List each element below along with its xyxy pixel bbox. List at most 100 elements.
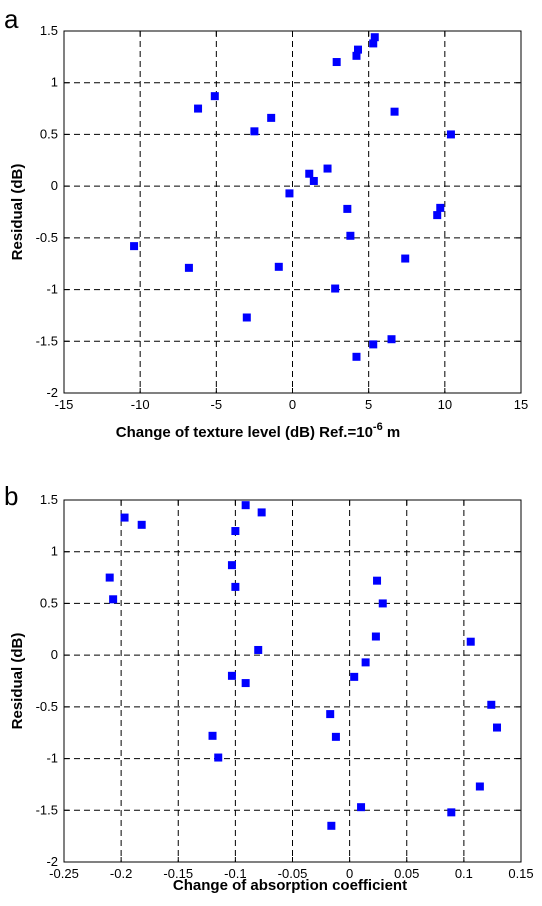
y-tick-label-a: -1.5 (36, 333, 58, 348)
y-tick-label-b: -2 (46, 854, 58, 869)
data-point-b (231, 582, 240, 591)
x-tick-label-b: -0.25 (49, 866, 79, 881)
data-point-b (371, 632, 380, 641)
x-tick-labels-a: -15 -10 -5 0 5 10 15 (55, 31, 528, 412)
y-tick-label-a: 0.5 (40, 126, 58, 141)
data-point-a (354, 45, 363, 54)
data-point-b (241, 679, 250, 688)
x-tick-labels-b: -0.25 -0.2 -0.15 -0.1 -0.05 0 0.05 0.1 0.15 (49, 500, 534, 881)
data-point-a (267, 113, 276, 122)
data-point-b (208, 731, 217, 740)
data-point-b (493, 723, 502, 732)
data-point-a (346, 231, 355, 240)
data-point-a (401, 254, 410, 263)
data-point-a (285, 189, 294, 198)
y-tick-label-a: -1 (46, 282, 58, 297)
x-tick-label-b: -0.2 (110, 866, 132, 881)
data-point-b (254, 645, 263, 654)
data-point-a (309, 176, 318, 185)
data-point-a (331, 284, 340, 293)
y-tick-label-b: 0.5 (40, 595, 58, 610)
x-tick-label-a: 5 (365, 397, 372, 412)
panel-label-a: a (4, 4, 19, 34)
x-tick-label-a: -5 (211, 397, 223, 412)
data-point-b (447, 808, 456, 817)
data-point-a (390, 107, 399, 116)
data-point-b (373, 576, 382, 585)
y-tick-labels-b: -2 -1.5 -1 -0.5 0 0.5 1 1.5 (36, 492, 521, 869)
y-tick-label-b: 1.5 (40, 492, 58, 507)
x-tick-label-b: 0.15 (508, 866, 533, 881)
data-point-b (120, 513, 129, 522)
data-point-a (184, 263, 193, 272)
data-point-a (305, 169, 314, 178)
x-tick-label-a: 10 (438, 397, 452, 412)
data-point-a (250, 127, 259, 136)
y-tick-label-a: 1.5 (40, 23, 58, 38)
data-point-b (241, 501, 250, 510)
data-point-b (327, 821, 336, 830)
data-point-b (466, 637, 475, 646)
x-tick-label-b: -0.05 (278, 866, 308, 881)
y-tick-label-a: 0 (51, 178, 58, 193)
data-point-b (357, 803, 366, 812)
data-point-b (227, 561, 236, 570)
scatter-panel-a: a -15 -10 -5 0 5 10 15 -2 -1.5 -1 -0.5 0 0.5 1 1.5 Ch… (4, 4, 528, 441)
data-point-a (369, 39, 378, 48)
y-tick-label-b: -1 (46, 751, 58, 766)
y-axis-label-b: Residual (dB) (9, 633, 26, 730)
data-point-b (231, 527, 240, 536)
x-axis-label-b: Change of absorption coefficient (173, 877, 407, 894)
x-tick-label-b: 0.05 (394, 866, 419, 881)
data-point-b (214, 753, 223, 762)
y-tick-label-b: 1 (51, 544, 58, 559)
data-point-b (487, 700, 496, 709)
x-tick-label-a: -10 (131, 397, 150, 412)
x-axis-label-a: Change of texture level (dB) Ref.=10-6 m (116, 421, 400, 441)
data-point-b (350, 672, 359, 681)
data-points-b (105, 501, 502, 830)
y-tick-label-a: -2 (46, 385, 58, 400)
data-point-b (378, 599, 387, 608)
data-point-a (387, 335, 396, 344)
data-point-a (352, 352, 361, 361)
x-tick-label-b: 0.1 (455, 866, 473, 881)
data-point-a (130, 242, 139, 251)
data-point-a (343, 204, 352, 213)
data-point-a (436, 203, 445, 212)
x-tick-label-b: -0.1 (224, 866, 246, 881)
x-tick-label-b: -0.15 (163, 866, 193, 881)
data-point-b (475, 782, 484, 791)
data-point-a (194, 104, 203, 113)
grid-b (64, 500, 521, 862)
scatter-panel-b: b -0.25 -0.2 -0.15 -0.1 -0.05 0 0.05 0.1 0.15 -2… (4, 481, 534, 894)
x-tick-label-b: 0 (346, 866, 353, 881)
data-point-b (257, 508, 266, 517)
data-point-b (227, 671, 236, 680)
data-point-a (352, 51, 361, 60)
data-point-b (326, 710, 335, 719)
y-tick-label-a: 1 (51, 75, 58, 90)
data-point-a (332, 58, 341, 67)
y-tick-label-b: -0.5 (36, 699, 58, 714)
data-point-a (242, 313, 251, 322)
data-point-a (210, 92, 219, 101)
data-point-b (137, 520, 146, 529)
y-tick-label-a: -0.5 (36, 230, 58, 245)
data-point-a (433, 211, 442, 220)
data-point-a (274, 262, 283, 271)
data-point-a (369, 340, 378, 349)
x-tick-label-a: -15 (55, 397, 74, 412)
y-tick-label-b: 0 (51, 647, 58, 662)
data-points-a (130, 33, 455, 361)
y-tick-labels-a: -2 -1.5 -1 -0.5 0 0.5 1 1.5 (36, 23, 521, 400)
x-tick-label-a: 0 (289, 397, 296, 412)
data-point-b (109, 595, 118, 604)
y-axis-label-a: Residual (dB) (9, 164, 26, 261)
grid-a (64, 31, 521, 393)
data-point-b (331, 732, 340, 741)
panel-label-b: b (4, 481, 18, 511)
data-point-a (323, 164, 332, 173)
data-point-a (370, 33, 379, 42)
